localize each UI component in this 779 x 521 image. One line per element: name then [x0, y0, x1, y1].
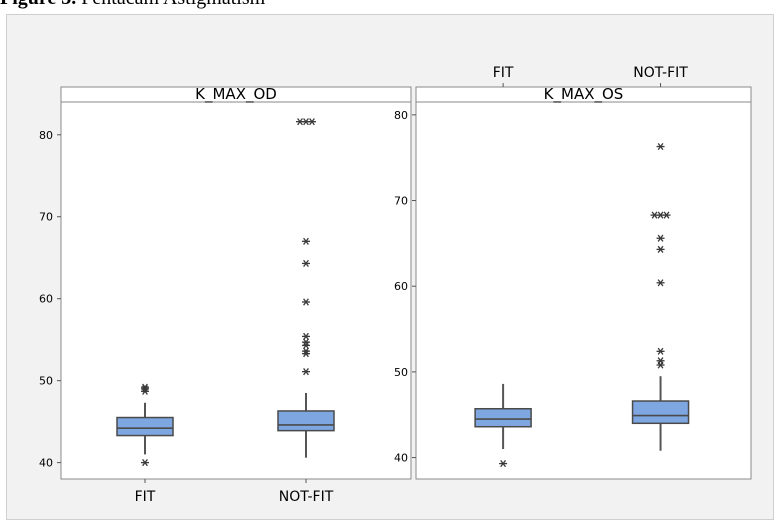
y-tick-label: 70 — [39, 211, 53, 224]
figure-number: Figure 3. — [0, 0, 76, 9]
y-tick-label: 40 — [39, 457, 53, 470]
x-category-label: FIT — [493, 65, 514, 81]
y-tick-label: 60 — [39, 293, 53, 306]
outlier-point — [302, 259, 310, 268]
y-tick-label: 60 — [394, 280, 408, 293]
box-fit — [116, 383, 174, 467]
outlier-point — [141, 459, 149, 467]
outlier-point — [656, 357, 665, 365]
outlier-point — [656, 234, 665, 242]
y-tick-label: 50 — [394, 366, 408, 379]
panel-k-max-od: K_MAX_OD 40 50 60 70 80 FIT NOT-FIT — [39, 85, 412, 505]
iqr-box — [474, 407, 532, 428]
box-not-fit — [631, 142, 690, 451]
panel-title: K_MAX_OD — [195, 85, 277, 104]
x-category-label: NOT-FIT — [279, 489, 334, 505]
outlier-point — [656, 142, 665, 151]
x-category-label: FIT — [135, 489, 156, 505]
box-not-fit — [277, 118, 335, 458]
iqr-box — [277, 410, 335, 432]
outlier-point — [302, 338, 310, 346]
iqr-box — [631, 400, 690, 425]
iqr-box — [116, 416, 174, 437]
outlier-point — [308, 118, 316, 126]
box-fit — [474, 383, 532, 468]
outlier-point — [302, 347, 310, 355]
boxplot-figure: K_MAX_OD 40 50 60 70 80 FIT NOT-FIT K_MAX_OS 40 50… — [6, 14, 774, 520]
panel-frame — [415, 86, 752, 480]
figure-caption: Figure 3. Pentacam Astigmatism — [0, 0, 265, 10]
outlier-point — [656, 245, 665, 253]
panel-k-max-os: K_MAX_OS 40 50 60 70 80 FIT NOT-FIT — [394, 65, 752, 480]
y-tick-label: 40 — [394, 452, 408, 465]
outlier-point — [141, 383, 149, 391]
panel-frame — [60, 86, 412, 480]
figure-caption-text: Pentacam Astigmatism — [81, 0, 265, 9]
outlier-point — [499, 459, 508, 468]
y-tick-label: 80 — [394, 109, 408, 122]
y-tick-label: 80 — [39, 129, 53, 142]
outlier-point — [302, 298, 310, 306]
outlier-point — [302, 368, 310, 376]
y-tick-label: 70 — [394, 195, 408, 208]
x-category-label: NOT-FIT — [633, 65, 688, 81]
outlier-point — [302, 237, 310, 245]
panel-title: K_MAX_OS — [544, 85, 624, 104]
boxplot-chart: K_MAX_OD 40 50 60 70 80 FIT NOT-FIT K_MAX_OS 40 50… — [39, 65, 752, 505]
outlier-point — [662, 211, 671, 219]
y-tick-label: 50 — [39, 375, 53, 388]
outlier-point — [656, 279, 665, 287]
outlier-point — [656, 347, 665, 355]
outlier-point — [302, 332, 310, 340]
